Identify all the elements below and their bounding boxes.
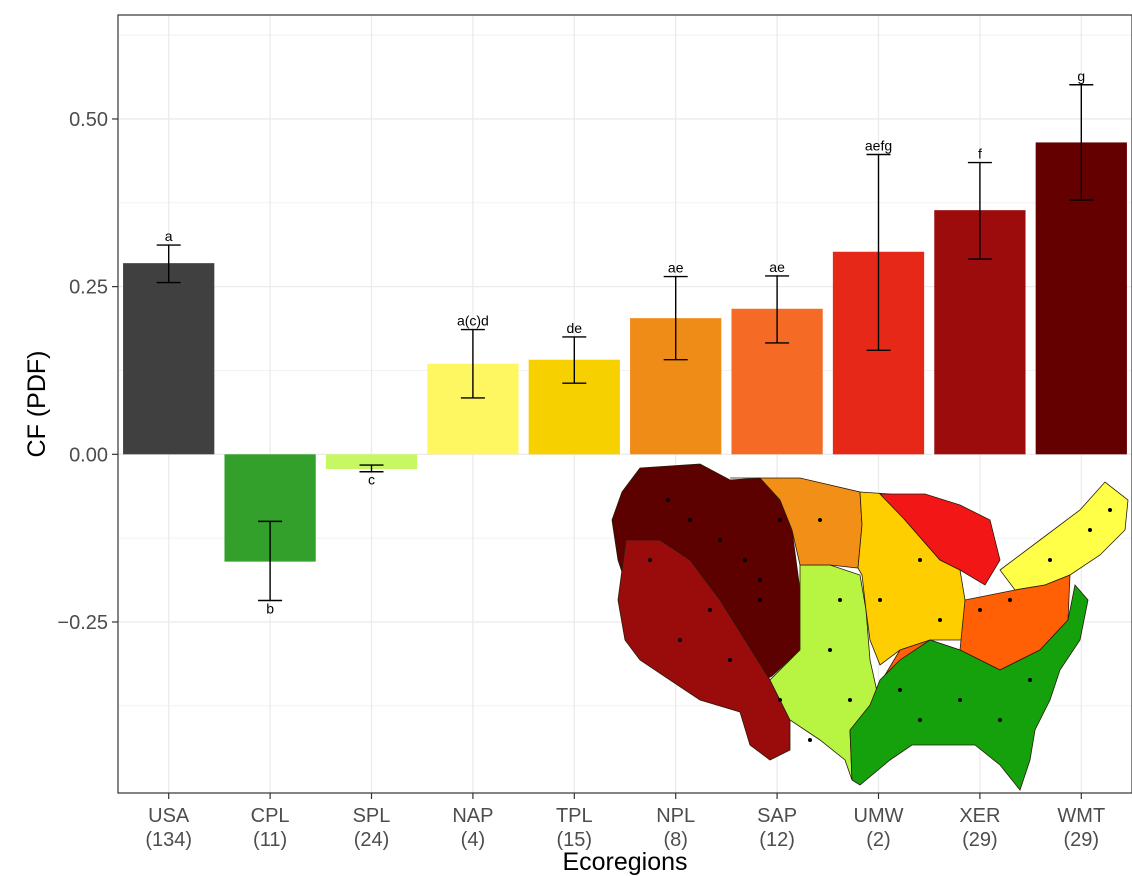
x-tick-label: NPL <box>656 805 695 827</box>
x-tick-count: (29) <box>962 829 998 851</box>
y-tick-label: 0.00 <box>69 444 108 466</box>
y-tick-label: −0.25 <box>57 612 108 634</box>
x-tick-label: USA <box>148 805 190 827</box>
error-bar-CPL <box>258 520 283 602</box>
ecoregion-inset-map <box>611 463 1129 791</box>
map-region-XER <box>617 539 791 761</box>
bars <box>123 142 1127 562</box>
map-region-CPL <box>849 584 1089 791</box>
significance-label-NPL: ae <box>668 260 684 276</box>
significance-label-USA: a <box>165 228 173 244</box>
significance-label-NAP: a(c)d <box>457 313 489 329</box>
x-tick-count: (4) <box>461 829 485 851</box>
error-bar-XER <box>967 161 992 260</box>
x-tick-count: (8) <box>663 829 687 851</box>
x-tick-label: XER <box>959 805 1000 827</box>
error-bars <box>156 84 1094 602</box>
error-bar-WMT <box>1069 84 1094 201</box>
significance-label-SPL: c <box>368 472 375 488</box>
x-tick-count: (134) <box>145 829 192 851</box>
significance-labels: a b c a(c)d de ae ae aefg f g <box>165 68 1085 617</box>
x-tick-label: SPL <box>353 805 391 827</box>
error-bar-NPL <box>663 275 688 361</box>
x-axis-title: Ecoregions <box>562 848 687 876</box>
error-bar-TPL <box>562 336 587 384</box>
map-sample-points <box>648 498 1112 742</box>
x-tick-label: NAP <box>452 805 493 827</box>
map-region-UMW <box>879 493 1001 586</box>
x-tick-count: (12) <box>759 829 795 851</box>
error-bar-SAP <box>765 275 790 344</box>
x-tick-label: UMW <box>854 805 904 827</box>
significance-label-SAP: ae <box>769 259 785 275</box>
significance-label-UMW: aefg <box>865 138 892 154</box>
x-tick-count: (15) <box>557 829 593 851</box>
significance-label-XER: f <box>978 146 982 162</box>
error-bar-SPL <box>359 464 384 473</box>
x-tick-count: (11) <box>253 829 287 851</box>
significance-label-WMT: g <box>1077 68 1085 84</box>
x-tick-label: CPL <box>251 805 290 827</box>
x-tick-count: (29) <box>1064 829 1100 851</box>
y-tick-label: 0.25 <box>69 277 108 299</box>
y-tick-label: 0.50 <box>69 109 108 131</box>
x-tick-label: SAP <box>757 805 797 827</box>
error-bar-NAP <box>460 328 485 399</box>
significance-label-TPL: de <box>567 320 583 336</box>
y-axis-title: CF (PDF) <box>23 351 51 458</box>
bar-SPL <box>325 454 418 470</box>
x-tick-label: TPL <box>556 805 593 827</box>
axes: −0.25 0.00 0.25 0.50 USA(134) CPL(11) SPL(24) N… <box>57 109 1105 851</box>
error-bar-USA <box>156 244 181 284</box>
x-tick-count: (2) <box>866 829 890 851</box>
bar-USA <box>123 263 215 455</box>
significance-label-CPL: b <box>266 601 274 617</box>
plot-border <box>117 14 1132 794</box>
x-tick-label: WMT <box>1057 805 1105 827</box>
map-region-NPL <box>730 477 863 569</box>
error-bar-UMW <box>866 153 891 352</box>
x-tick-count: (24) <box>354 829 390 851</box>
